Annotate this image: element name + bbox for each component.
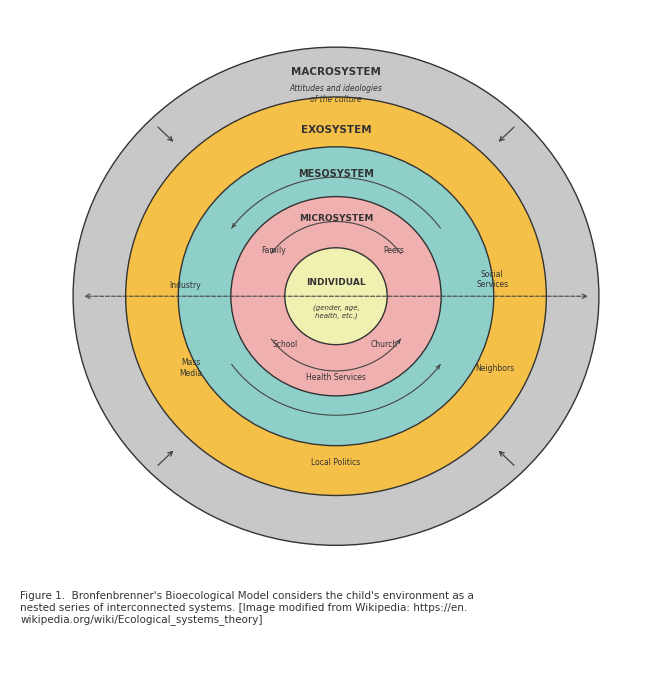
Text: Local Politics: Local Politics [311, 458, 361, 467]
Text: Family: Family [261, 246, 286, 255]
Text: Attitudes and ideologies
of the culture: Attitudes and ideologies of the culture [290, 84, 382, 104]
Text: Health Services: Health Services [306, 374, 366, 383]
Text: INDIVIDUAL: INDIVIDUAL [306, 278, 366, 287]
Text: EXOSYSTEM: EXOSYSTEM [300, 125, 372, 135]
Text: Industry: Industry [169, 281, 201, 290]
Text: Mass
Media: Mass Media [179, 358, 202, 378]
Text: MESOSYSTEM: MESOSYSTEM [298, 169, 374, 179]
Text: Church: Church [371, 340, 398, 349]
Text: MACROSYSTEM: MACROSYSTEM [291, 67, 381, 77]
Ellipse shape [285, 248, 387, 344]
Text: Social
Services: Social Services [476, 270, 509, 289]
Ellipse shape [126, 97, 546, 496]
Text: (gender, age,
health, etc.): (gender, age, health, etc.) [312, 305, 360, 319]
Text: Peers: Peers [384, 246, 405, 255]
Ellipse shape [178, 147, 494, 445]
Text: MICROSYSTEM: MICROSYSTEM [299, 214, 373, 223]
Ellipse shape [73, 47, 599, 545]
Text: Neighbors: Neighbors [476, 364, 515, 373]
Text: Figure 1.  Bronfenbrenner's Bioecological Model considers the child's environmen: Figure 1. Bronfenbrenner's Bioecological… [20, 591, 474, 625]
Text: School: School [272, 340, 298, 349]
Ellipse shape [231, 197, 441, 396]
